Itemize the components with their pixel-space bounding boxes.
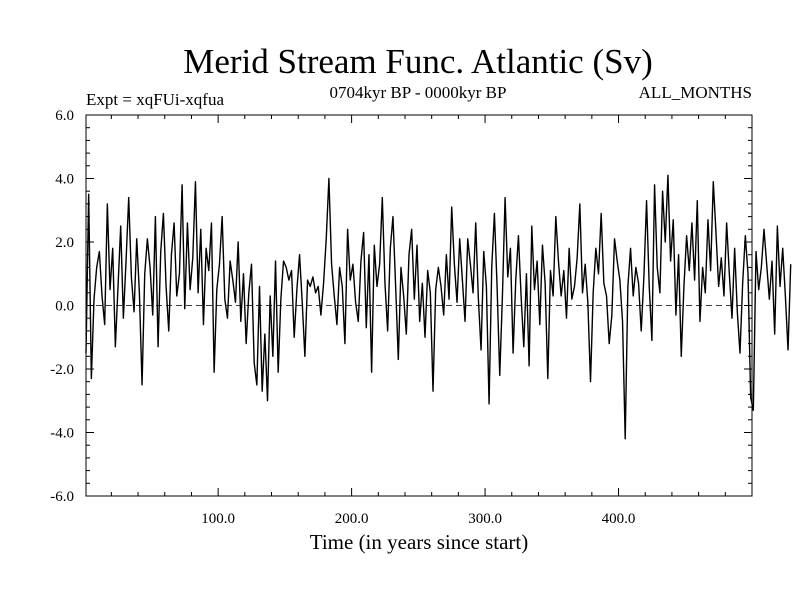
months-label: ALL_MONTHS bbox=[639, 83, 752, 102]
y-tick-label: -2.0 bbox=[50, 362, 74, 378]
axes: 6.0 4.0 2.0 0.0 -2.0 -4.0 -6.0 100.0 200.0 300.0 4… bbox=[50, 108, 752, 527]
series-line bbox=[85, 174, 792, 440]
y-tick-label: 4.0 bbox=[55, 172, 74, 188]
time-range-label: 0704kyr BP - 0000kyr BP bbox=[330, 83, 507, 102]
y-tick-label: -6.0 bbox=[50, 489, 74, 505]
x-tick-label: 100.0 bbox=[201, 511, 235, 527]
y-tick-label: 6.0 bbox=[55, 108, 74, 124]
chart-title: Merid Stream Func. Atlantic (Sv) bbox=[183, 42, 653, 81]
x-tick-label: 300.0 bbox=[468, 511, 502, 527]
x-tick-label: 200.0 bbox=[335, 511, 369, 527]
x-tick-label: 400.0 bbox=[602, 511, 636, 527]
experiment-label: Expt = xqFUi-xqfua bbox=[86, 90, 224, 109]
x-axis-label: Time (in years since start) bbox=[310, 530, 529, 554]
y-tick-label: -4.0 bbox=[50, 426, 74, 442]
y-tick-label: 0.0 bbox=[55, 299, 74, 315]
y-tick-label: 2.0 bbox=[55, 235, 74, 251]
series-layer bbox=[85, 174, 792, 440]
